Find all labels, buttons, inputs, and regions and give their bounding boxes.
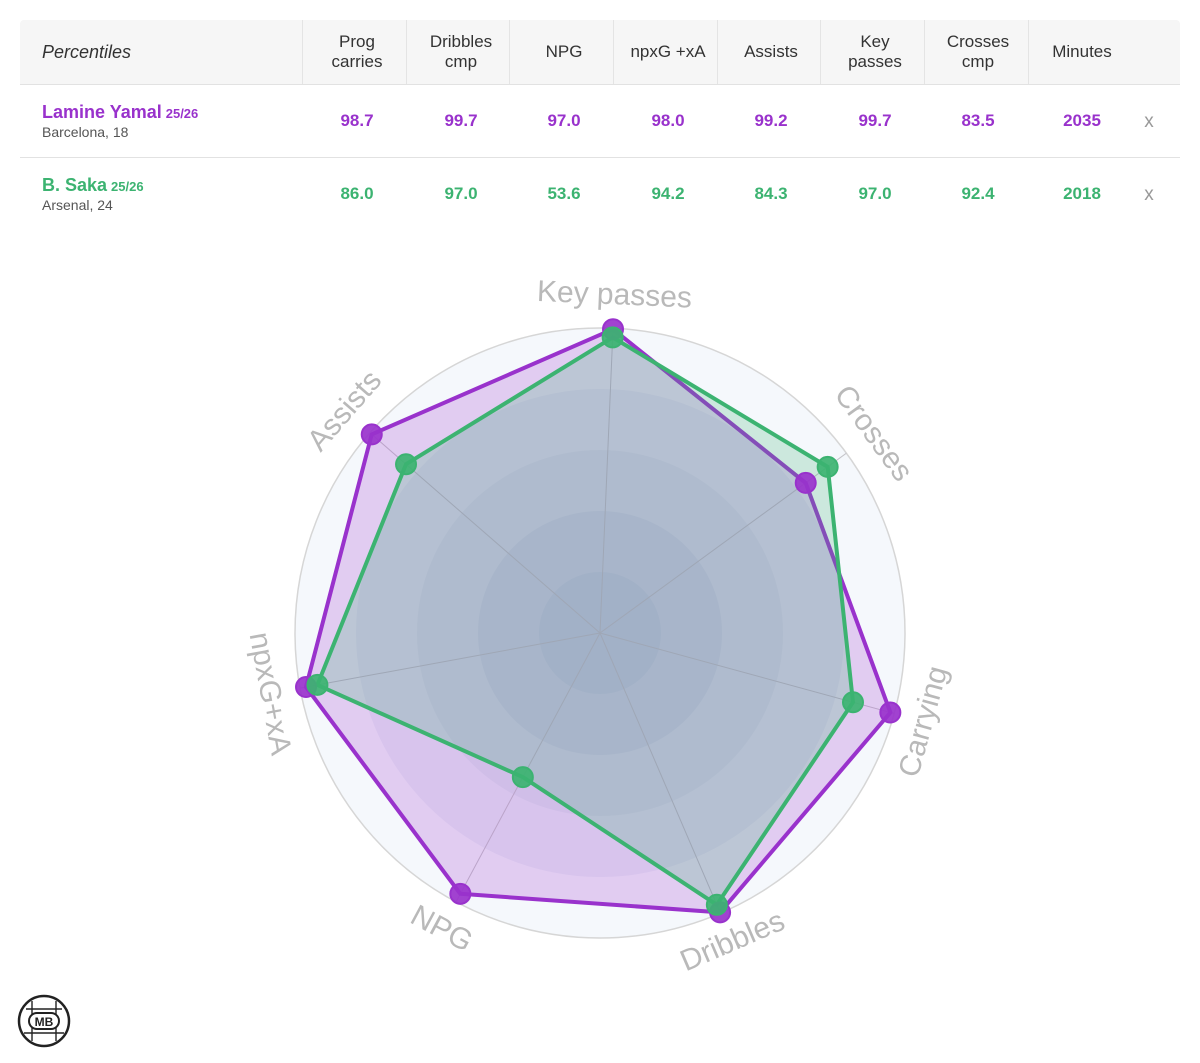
mb-logo: MB [17,994,71,1048]
value-npg: 53.6 [547,184,581,203]
column-header-key-passes[interactable]: Key passes [848,32,902,71]
axis-label: Key passes [536,275,692,315]
data-point [601,326,624,349]
remove-player-button[interactable]: x [1144,184,1154,205]
value-minutes: 2018 [1063,184,1101,203]
grid-spoke [599,632,721,914]
column-header-minutes[interactable]: Minutes [1052,42,1112,61]
data-point [841,691,864,714]
grid-spoke [599,328,614,634]
column-header-prog-carries[interactable]: Prog carries [331,32,383,71]
value-crosses-cmp: 83.5 [961,111,995,130]
series-area-1 [315,335,855,907]
percentiles-table: Percentiles Prog carries Dribbles cmp NP… [20,20,1180,230]
value-key-passes: 97.0 [858,184,892,203]
table-row: B. Saka 25/26 Arsenal, 24 86.0 97.0 53.6 … [20,158,1180,230]
table-row: Lamine Yamal 25/26 Barcelona, 18 98.7 99.… [20,85,1180,158]
data-point [705,893,728,916]
player-name[interactable]: B. Saka 25/26 [42,175,144,195]
axis-label: npxG+xA [243,630,298,758]
value-dribbles-cmp: 99.7 [444,111,478,130]
value-prog-carries: 86.0 [340,184,374,203]
data-point [395,453,418,476]
value-assists: 99.2 [754,111,788,130]
data-point [360,423,383,446]
logo-text: MB [35,1015,54,1029]
data-point [879,701,902,724]
value-npxg-xa: 94.2 [651,184,685,203]
player-season: 25/26 [111,179,144,194]
grid-spoke [299,632,601,689]
value-npxg-xa: 98.0 [651,111,685,130]
data-point [511,766,534,789]
value-prog-carries: 98.7 [340,111,374,130]
value-key-passes: 99.7 [858,111,892,130]
data-point [449,882,472,905]
value-assists: 84.3 [754,184,788,203]
player-club-age: Arsenal, 24 [42,197,113,213]
value-dribbles-cmp: 97.0 [444,184,478,203]
column-header-assists[interactable]: Assists [744,42,798,61]
value-crosses-cmp: 92.4 [961,184,995,203]
value-npg: 97.0 [547,111,581,130]
player-season: 25/26 [165,106,199,121]
player-club-age: Barcelona, 18 [42,124,129,140]
data-point [306,673,329,696]
remove-player-button[interactable]: x [1144,111,1154,132]
player-name[interactable]: Lamine Yamal 25/26 [42,102,199,122]
data-point [816,455,839,478]
table-header: Percentiles Prog carries Dribbles cmp NP… [20,20,1180,85]
value-minutes: 2035 [1063,111,1101,130]
percentiles-label: Percentiles [42,42,132,62]
column-header-npxg-xa[interactable]: npxG +xA [630,42,706,61]
column-header-crosses-cmp[interactable]: Crosses cmp [946,32,1010,71]
column-header-dribbles-cmp[interactable]: Dribbles cmp [429,32,493,71]
column-header-npg[interactable]: NPG [545,42,583,61]
series-area-0 [304,327,893,915]
data-point [794,471,817,494]
